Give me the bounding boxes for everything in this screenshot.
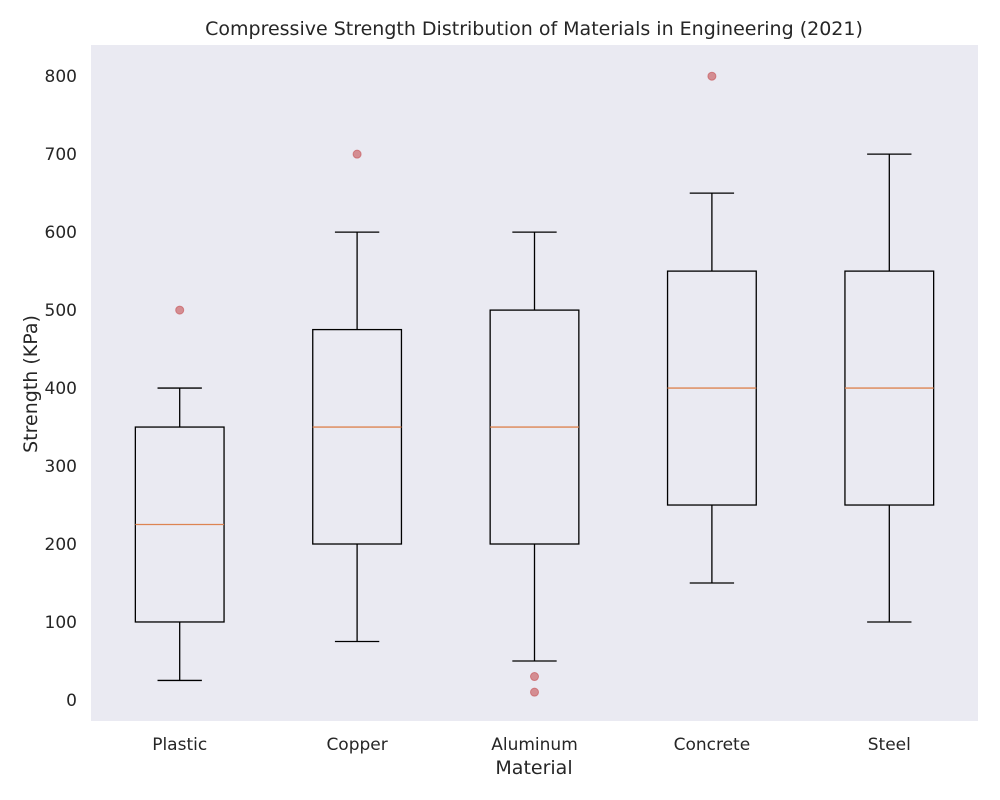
box-steel [844, 153, 935, 623]
outlier-point [175, 305, 185, 315]
y-tick-label: 400 [45, 379, 77, 399]
x-tick-label: Concrete [674, 735, 751, 755]
outlier-point [530, 672, 539, 682]
y-tick-label: 700 [45, 145, 77, 165]
outlier-point [352, 149, 362, 159]
y-tick-label: 300 [45, 457, 77, 477]
x-tick-label: Copper [326, 735, 387, 755]
x-axis-ticks: Plastic Copper Aluminum Concrete Steel [152, 735, 911, 755]
chart-title: Compressive Strength Distribution of Mat… [205, 18, 863, 40]
y-tick-label: 500 [45, 301, 77, 321]
box-copper [312, 149, 403, 643]
outlier-point [530, 687, 539, 697]
box-aluminum [489, 231, 580, 697]
y-tick-label: 100 [45, 613, 77, 633]
x-tick-label: Plastic [152, 735, 207, 755]
box-iqr [312, 328, 403, 545]
box-plastic [134, 305, 225, 682]
x-tick-label: Steel [868, 735, 911, 755]
y-axis-ticks: 0 100 200 300 400 500 600 700 800 [45, 67, 77, 711]
x-tick-label: Aluminum [491, 735, 578, 755]
y-tick-label: 600 [45, 223, 77, 243]
y-tick-label: 800 [45, 67, 77, 87]
box-concrete [666, 71, 757, 584]
y-tick-label: 0 [66, 691, 77, 711]
x-axis-label: Material [495, 757, 572, 779]
outlier-point [707, 71, 717, 81]
boxes-group [134, 71, 935, 697]
y-tick-label: 200 [45, 535, 77, 555]
y-axis-label: Strength (KPa) [20, 315, 42, 453]
